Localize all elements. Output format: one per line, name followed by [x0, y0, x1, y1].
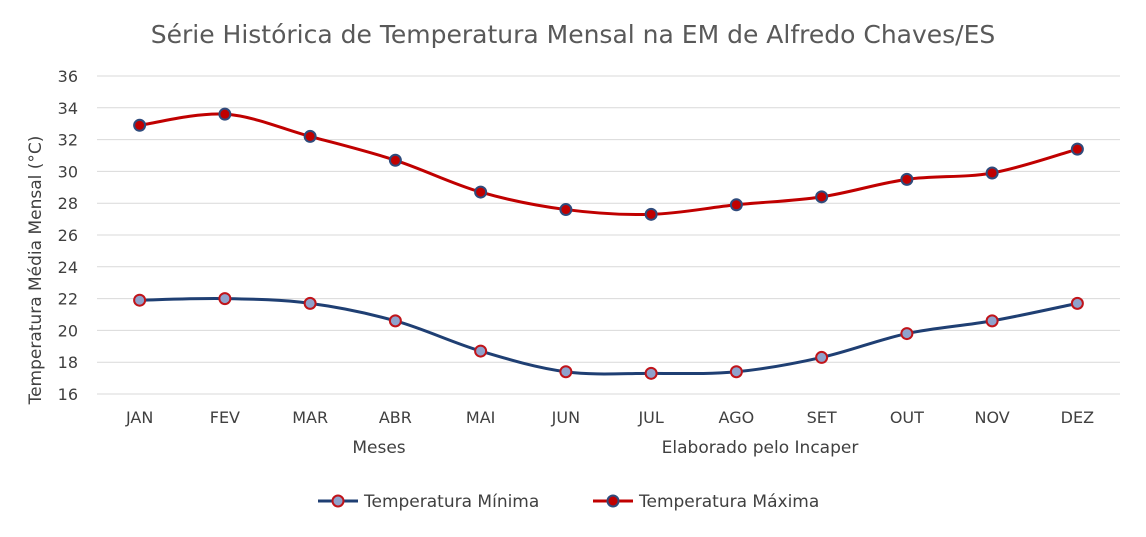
data-point: [218, 292, 232, 306]
data-point: [985, 166, 999, 180]
gridlines: [97, 75, 1120, 395]
chart-annotation: Elaborado pelo Incaper: [662, 438, 859, 458]
legend-marker: [606, 494, 620, 508]
data-point: [900, 172, 914, 186]
x-tick-label: JUL: [637, 408, 663, 427]
data-point: [474, 185, 488, 199]
data-point: [303, 129, 317, 143]
data-point: [388, 153, 402, 167]
legend-label: Temperatura Máxima: [638, 492, 819, 512]
data-point: [644, 207, 658, 221]
y-tick-label: 30: [58, 162, 78, 181]
x-tick-label: NOV: [975, 408, 1010, 427]
y-tick-label: 20: [58, 321, 78, 340]
x-axis-label: Meses: [352, 438, 405, 458]
x-tick-label: ABR: [379, 408, 412, 427]
chart-title: Série Histórica de Temperatura Mensal na…: [151, 20, 996, 49]
x-tick-label: FEV: [210, 408, 240, 427]
series-temperatura-minima: [133, 292, 1084, 380]
legend-item-temperatura-minima: Temperatura Mínima: [318, 492, 539, 512]
y-tick-label: 18: [58, 353, 78, 372]
y-tick-label: 22: [58, 290, 78, 309]
data-point: [1070, 142, 1084, 156]
data-point: [644, 366, 658, 380]
x-tick-label: JAN: [125, 408, 153, 427]
y-tick-label: 26: [58, 226, 78, 245]
y-tick-label: 24: [58, 258, 78, 277]
y-tick-label: 28: [58, 194, 78, 213]
data-point: [815, 350, 829, 364]
y-tick-label: 32: [58, 131, 78, 150]
legend: Temperatura Mínima Temperatura Máxima: [318, 492, 819, 512]
data-point: [900, 327, 914, 341]
x-tick-label: AGO: [719, 408, 755, 427]
x-tick-label: MAI: [466, 408, 495, 427]
data-point: [303, 296, 317, 310]
data-point: [388, 314, 402, 328]
data-point: [474, 344, 488, 358]
x-tick-label: JUN: [551, 408, 580, 427]
legend-label: Temperatura Mínima: [363, 492, 539, 512]
data-point: [133, 293, 147, 307]
data-point: [1070, 296, 1084, 310]
legend-item-temperatura-maxima: Temperatura Máxima: [593, 492, 819, 512]
x-tick-label: SET: [807, 408, 837, 427]
y-axis-label: Temperatura Média Mensal (°C): [26, 136, 46, 406]
data-point: [218, 107, 232, 121]
data-point: [815, 190, 829, 204]
y-axis-ticks: 16 18 20 22 24 26 28 30 32 34 36: [58, 67, 78, 404]
series-temperatura-maxima: [133, 107, 1084, 221]
data-point: [133, 118, 147, 132]
legend-marker: [331, 494, 345, 508]
data-point: [559, 203, 573, 217]
series-line: [139, 297, 1078, 376]
x-tick-label: MAR: [292, 408, 328, 427]
data-series: [133, 107, 1084, 380]
x-tick-label: OUT: [890, 408, 924, 427]
x-axis-ticks: JAN FEV MAR ABR MAI JUN JUL AGO SET OUT NOV DEZ: [125, 408, 1094, 427]
data-point: [985, 314, 999, 328]
data-point: [729, 198, 743, 212]
series-line: [139, 112, 1078, 217]
data-point: [559, 365, 573, 379]
x-tick-label: DEZ: [1061, 408, 1094, 427]
y-tick-label: 16: [58, 385, 78, 404]
y-tick-label: 34: [58, 99, 78, 118]
y-tick-label: 36: [58, 67, 78, 86]
data-point: [729, 365, 743, 379]
